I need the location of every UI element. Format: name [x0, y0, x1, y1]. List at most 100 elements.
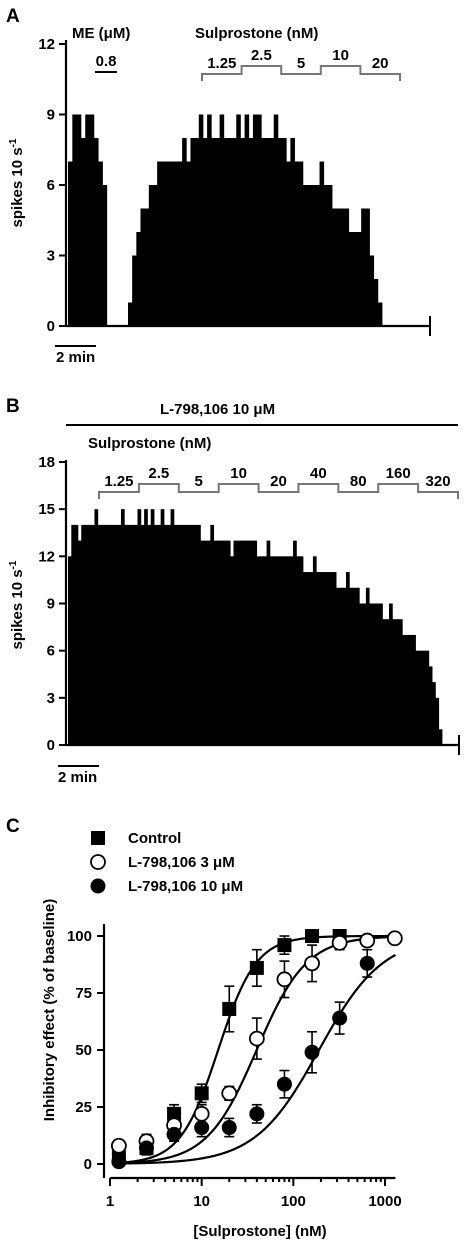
sulprostone-response-a-bin [294, 161, 300, 326]
b-dose-label: 1.25 [104, 473, 133, 490]
sulprostone-response-b-bin [435, 697, 440, 745]
sulprostone-response-b-bin [379, 603, 383, 745]
b-dose-label: 160 [386, 465, 411, 482]
sulprostone-response-b-bin [167, 524, 171, 745]
sulprostone-response-b-bin [349, 587, 354, 745]
me-response-bin [80, 138, 86, 326]
sulprostone-response-b-bin [302, 572, 307, 745]
sulprostone-response-b-bin [432, 682, 436, 745]
sulprostone-response-a-bin [265, 138, 270, 326]
sulprostone-response-a-bin [373, 279, 379, 326]
y-axis-title-b: spikes 10 s-1 [8, 560, 26, 649]
sulprostone-response-b-bin [150, 509, 155, 745]
sulprostone-response-a-bin [219, 114, 225, 326]
sulprostone-response-b-bin [220, 540, 224, 745]
sulprostone-response-a-bin [207, 114, 212, 326]
sulprostone-response-b-bin [144, 509, 148, 745]
sulprostone-response-a-bin [215, 138, 220, 326]
sulprostone-response-b-bin [279, 556, 284, 745]
data-point-series-0 [277, 938, 292, 953]
data-points-c [110, 929, 403, 1170]
legend-marker-0 [91, 831, 105, 845]
c-ytick-label: 0 [84, 1156, 92, 1173]
sulprostone-response-b-bin [68, 556, 72, 745]
c-ytick-label: 25 [75, 1099, 92, 1116]
sulprostone-response-a-bin [144, 208, 150, 326]
sulprostone-response-b-bin [329, 572, 334, 745]
sulprostone-response-b-bin [180, 524, 185, 745]
sulprostone-response-b-bin [332, 572, 337, 745]
sulprostone-response-b-bin [111, 524, 115, 745]
sulprostone-response-a-bin [319, 161, 325, 326]
data-point-series-1 [276, 971, 293, 988]
sulprostone-response-b-bin [104, 524, 109, 745]
y-axis-title-a: spikes 10 s-1 [8, 138, 26, 227]
y-axis-title-a-text: spikes 10 s [9, 147, 26, 227]
sulprostone-response-b-bin [226, 540, 231, 745]
b-ytick-label: 3 [47, 690, 55, 707]
b-dose-label: 10 [230, 465, 247, 482]
sulprostone-response-b-bin [124, 524, 128, 745]
sulprostone-response-a-bin [202, 138, 208, 326]
sulprostone-response-b-bin [130, 524, 135, 745]
legend-label-2: L-798,106 10 μM [128, 878, 243, 895]
a-ytick-label: 12 [38, 36, 55, 53]
sulprostone-response-b-bin [210, 524, 215, 745]
data-point-series-2 [332, 1010, 348, 1026]
data-point-series-0 [167, 1106, 182, 1121]
sulprostone-response-b-bin [359, 603, 363, 745]
sulprostone-response-b-bin [422, 650, 426, 745]
sulprostone-response-a-bin [348, 232, 354, 326]
sulprostone-response-b-bin [117, 524, 122, 745]
sulprostone-response-a-bin [165, 161, 171, 326]
sulprostone-response-b-bin [342, 587, 347, 745]
a-ytick-label: 6 [47, 177, 55, 194]
data-point-series-2 [304, 1044, 320, 1060]
scale-bar-label-a: 2 min [56, 349, 95, 366]
sulprostone-response-a-bin [244, 114, 250, 326]
b-ytick-label: 15 [38, 501, 55, 518]
sulprostone-response-a-bin [128, 302, 133, 326]
sulprostone-response-b-bin [157, 524, 162, 745]
fit-curve-series-1 [113, 935, 396, 1165]
sulprostone-response-b-bin [193, 524, 198, 745]
panel-c: C Control L-798,106 3 μM L-798,106 10 μM 0… [6, 816, 403, 1240]
sulprostone-response-b-bin [395, 619, 400, 745]
sulprostone-response-a-bin [369, 255, 375, 326]
sulprostone-response-b-bin [140, 524, 145, 745]
sulprostone-response-b-bin [438, 729, 443, 745]
y-ticks-a: 0 3 6 9 12 [38, 36, 66, 335]
sulprostone-response-b-bin [408, 634, 413, 745]
legend-label-1: L-798,106 3 μM [128, 854, 235, 871]
sulprostone-response-b-bin [306, 572, 311, 745]
b-ytick-label: 0 [47, 737, 55, 754]
sulprostone-response-b-bin [107, 524, 112, 745]
sulprostone-response-b-bin [296, 556, 301, 745]
data-point-series-1 [331, 934, 348, 951]
data-point-series-1 [248, 1030, 265, 1047]
b-dose-bracket [98, 483, 459, 499]
b-dose-label: 80 [350, 473, 367, 490]
sulprostone-response-b-bin [405, 634, 410, 745]
me-response-bin [68, 161, 73, 326]
sulprostone-response-a-bin [194, 138, 200, 326]
sulprostone-response-a-bin [377, 302, 383, 326]
b-dose-label: 320 [426, 473, 451, 490]
sulprostone-response-b-bin [77, 540, 82, 745]
sulprostone-response-a-bin [248, 138, 254, 326]
rate-histogram-b [68, 509, 443, 745]
a-dose-label: 5 [297, 55, 305, 72]
sulprostone-response-b-bin [160, 509, 165, 745]
sulprostone-response-b-bin [246, 540, 251, 745]
sulprostone-response-b-bin [299, 556, 304, 745]
sulprostone-response-b-bin [355, 587, 360, 745]
sulprostone-response-b-bin [293, 540, 297, 745]
a-dose-label: 1.25 [207, 55, 236, 72]
sulprostone-response-b-bin [365, 587, 370, 745]
sulprostone-response-b-bin [398, 619, 403, 745]
data-point-series-0 [194, 1086, 209, 1101]
y-axis-title-b-sup: -1 [8, 560, 19, 569]
sulprostone-response-a-bin [257, 114, 262, 326]
sulprostone-response-b-bin [84, 524, 89, 745]
